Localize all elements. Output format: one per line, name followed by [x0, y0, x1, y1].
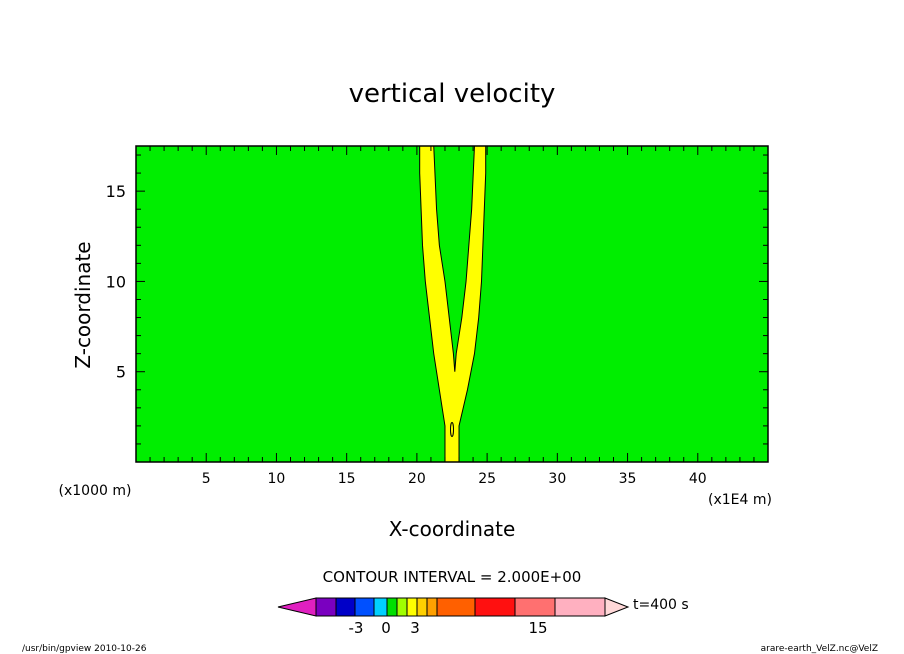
- colorbar-tick-label: 3: [410, 619, 420, 637]
- colorbar-swatch: [474, 597, 516, 617]
- colorbar-swatch: [354, 597, 375, 617]
- colorbar-tick-label: 0: [381, 619, 391, 637]
- colorbar-swatch: [335, 597, 356, 617]
- y-tick-label: 5: [116, 363, 126, 382]
- colorbar-swatch: [396, 597, 408, 617]
- x-unit-label: (x1000 m): [59, 483, 132, 499]
- footer-right: arare-earth_VelZ.nc@VelZ: [761, 644, 878, 654]
- time-label: t=400 s: [633, 597, 689, 613]
- colorbar-swatch: [406, 597, 418, 617]
- colorbar-tick-label: 15: [528, 619, 547, 637]
- small-closed-contour: [450, 421, 454, 437]
- y-tick-label: 15: [106, 182, 126, 201]
- z-unit-label: (x1E4 m): [708, 492, 772, 508]
- x-tick-label: 40: [689, 471, 707, 487]
- colorbar-swatch: [426, 597, 438, 617]
- x-tick-label: 20: [408, 471, 426, 487]
- colorbar-swatch: [554, 597, 606, 617]
- x-tick-label: 15: [338, 471, 356, 487]
- colorbar-swatch: [386, 597, 398, 617]
- colorbar-swatch: [416, 597, 428, 617]
- x-tick-label: 30: [548, 471, 566, 487]
- plot-area: 5 10 15 20 25 30 35 40 5 10 15: [106, 145, 769, 487]
- colorbar-swatch: [315, 597, 337, 617]
- colorbar-swatch: [514, 597, 556, 617]
- x-tick-label: 35: [619, 471, 637, 487]
- x-tick-label: 25: [478, 471, 496, 487]
- colorbar-swatch: [373, 597, 388, 617]
- contour-interval-label: CONTOUR INTERVAL = 2.000E+00: [323, 568, 582, 586]
- colorbar-swatch: [436, 597, 476, 617]
- x-tick-label: 5: [202, 471, 211, 487]
- y-axis-title: Z-coordinate: [71, 241, 95, 368]
- colorbar-high-arrow: [604, 597, 630, 617]
- chart-title: vertical velocity: [349, 79, 556, 109]
- y-tick-label: 10: [106, 272, 126, 291]
- footer-left: /usr/bin/gpview 2010-10-26: [22, 644, 147, 654]
- x-tick-label: 10: [268, 471, 286, 487]
- colorbar-low-arrow: [277, 597, 317, 617]
- colorbar: -3 0 3 15: [277, 597, 630, 637]
- colorbar-tick-label: -3: [349, 619, 364, 637]
- plume-inner-gap: [433, 145, 475, 372]
- plot-frame: [135, 145, 769, 463]
- x-axis-title: X-coordinate: [389, 517, 516, 541]
